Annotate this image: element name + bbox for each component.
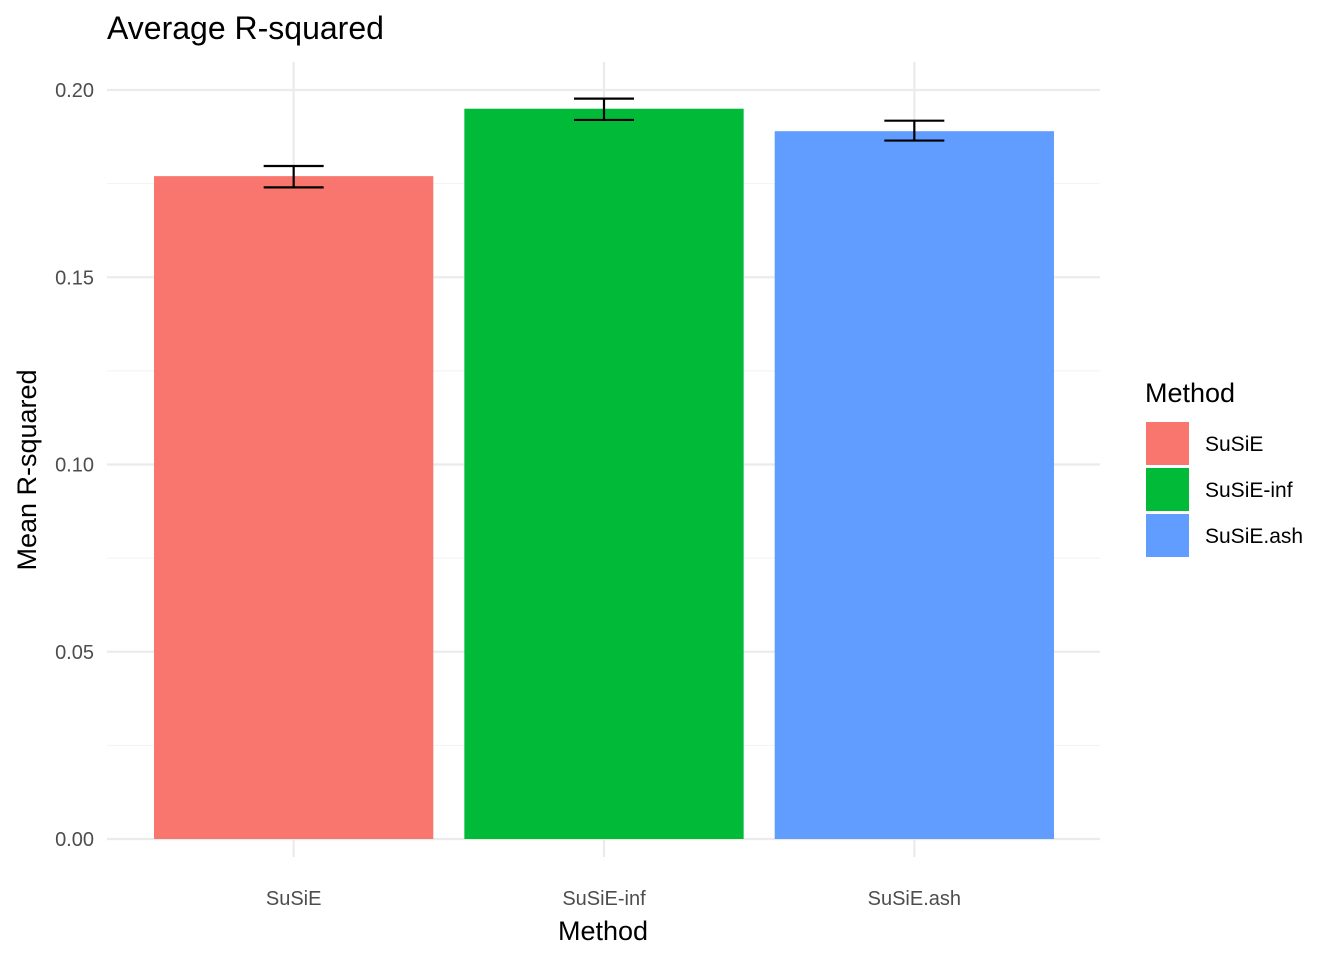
y-axis-title: Mean R-squared bbox=[12, 369, 42, 570]
legend-swatch bbox=[1146, 514, 1189, 557]
y-tick-label: 0.15 bbox=[55, 267, 94, 289]
legend-label: SuSiE bbox=[1205, 433, 1263, 456]
x-axis-ticks: SuSiE SuSiE-inf SuSiE.ash bbox=[266, 888, 961, 910]
error-bar bbox=[263, 164, 324, 189]
legend: Method SuSiE SuSiE-inf SuSiE.ash bbox=[1145, 378, 1303, 557]
legend-label: SuSiE-inf bbox=[1205, 479, 1293, 502]
bar-susie bbox=[154, 176, 434, 839]
error-bar bbox=[574, 97, 634, 122]
x-tick-label: SuSiE.ash bbox=[868, 888, 961, 910]
y-tick-label: 0.10 bbox=[55, 455, 94, 477]
error-bars bbox=[263, 97, 945, 189]
x-axis-title: Method bbox=[558, 916, 648, 946]
legend-label: SuSiE.ash bbox=[1205, 525, 1303, 548]
y-axis-ticks: 0.00 0.05 0.10 0.15 0.20 bbox=[55, 80, 94, 851]
x-tick-label: SuSiE bbox=[266, 888, 322, 910]
chart-title: Average R-squared bbox=[107, 10, 384, 46]
legend-title: Method bbox=[1145, 378, 1235, 408]
x-tick-label: SuSiE-inf bbox=[562, 888, 646, 910]
bar-susie-ash bbox=[774, 131, 1054, 839]
y-tick-label: 0.00 bbox=[55, 829, 94, 851]
legend-swatch bbox=[1146, 422, 1189, 465]
bars bbox=[154, 108, 1054, 840]
bar-susie-inf bbox=[464, 108, 744, 840]
y-tick-label: 0.05 bbox=[55, 642, 94, 664]
y-tick-label: 0.20 bbox=[55, 80, 94, 102]
legend-swatch bbox=[1146, 468, 1189, 511]
error-bar bbox=[884, 119, 945, 142]
